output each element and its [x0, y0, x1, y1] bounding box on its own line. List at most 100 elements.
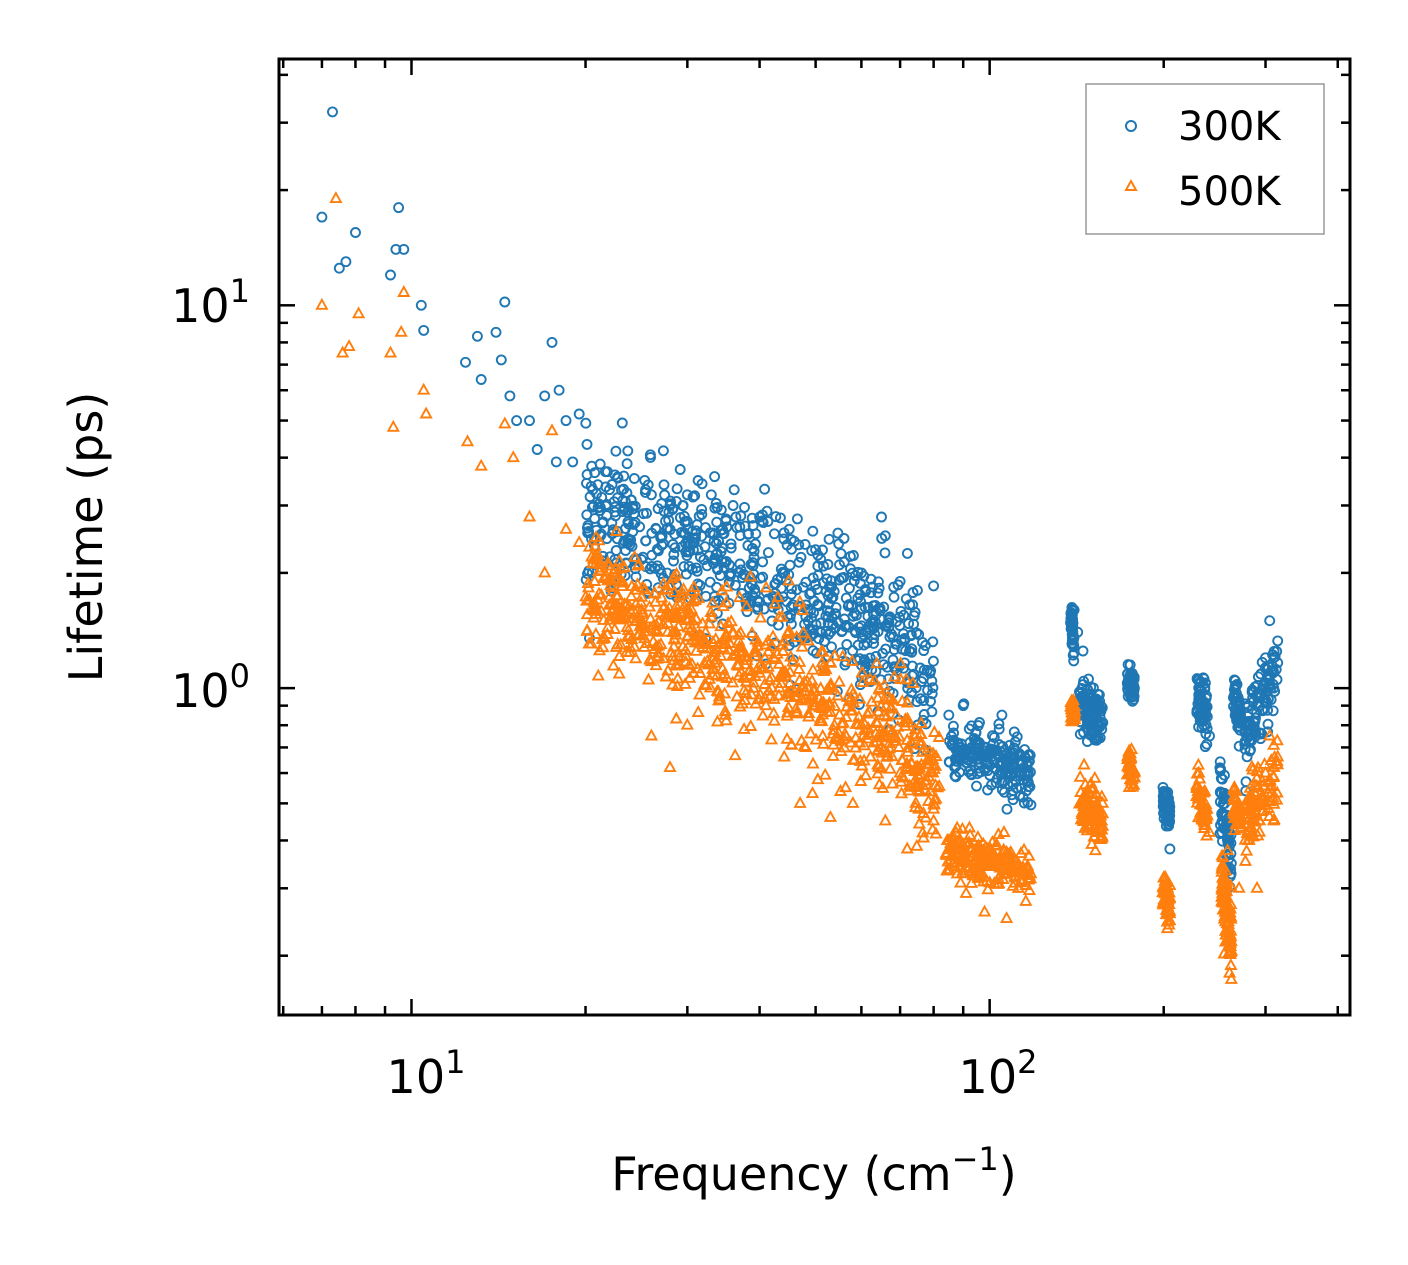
point-300k — [927, 682, 939, 694]
point-300k — [859, 656, 871, 668]
point-300k — [671, 483, 683, 495]
point-300k — [657, 572, 669, 584]
point-500k — [806, 756, 820, 769]
point-500k — [1238, 798, 1252, 810]
point-500k — [782, 573, 796, 586]
point-300k — [460, 356, 471, 368]
point-500k — [1249, 786, 1263, 799]
point-500k — [880, 709, 894, 722]
point-300k — [835, 548, 847, 560]
point-500k — [1095, 789, 1109, 802]
point-500k — [902, 783, 916, 796]
point-300k — [1008, 751, 1020, 763]
point-500k — [1190, 779, 1204, 792]
point-300k — [886, 628, 897, 640]
point-500k — [1081, 801, 1095, 814]
point-500k — [1238, 801, 1252, 813]
point-500k — [654, 637, 668, 649]
point-500k — [649, 658, 663, 671]
point-300k — [553, 384, 565, 396]
point-500k — [721, 616, 735, 628]
x-tick-label-10-2: 102 — [959, 1043, 1038, 1104]
point-500k — [735, 696, 750, 709]
point-500k — [1219, 923, 1233, 936]
point-500k — [753, 687, 767, 700]
point-300k — [621, 458, 633, 470]
point-500k — [893, 672, 908, 684]
point-500k — [805, 786, 820, 799]
legend-marker-500k — [1124, 178, 1138, 191]
point-500k — [1224, 909, 1238, 922]
point-300k — [826, 592, 838, 604]
point-500k — [784, 684, 798, 697]
point-500k — [1088, 770, 1102, 783]
point-500k — [738, 657, 752, 670]
point-500k — [1091, 811, 1105, 823]
point-500k — [506, 450, 520, 463]
point-500k — [612, 649, 627, 661]
point-300k — [1122, 691, 1134, 702]
point-300k — [1231, 700, 1243, 712]
point-500k — [329, 191, 343, 204]
point-300k — [678, 510, 690, 522]
point-300k — [1230, 681, 1242, 693]
point-300k — [589, 467, 601, 479]
legend: 300K 500K — [1085, 83, 1325, 235]
point-300k — [393, 202, 405, 214]
point-500k — [970, 860, 984, 872]
point-300k — [742, 540, 754, 551]
point-500k — [613, 573, 628, 586]
point-500k — [460, 434, 475, 447]
point-500k — [739, 599, 754, 612]
point-500k — [815, 655, 829, 668]
point-500k — [1067, 698, 1081, 711]
point-300k — [820, 625, 832, 637]
point-300k — [911, 696, 923, 708]
point-300k — [807, 645, 819, 657]
point-300k — [847, 610, 859, 622]
point-500k — [775, 637, 790, 650]
point-300k — [712, 564, 723, 576]
point-500k — [1248, 805, 1263, 818]
point-300k — [973, 759, 985, 771]
point-500k — [894, 774, 908, 787]
point-500k — [730, 689, 744, 702]
point-500k — [983, 875, 997, 888]
point-500k — [827, 648, 842, 661]
point-300k — [770, 577, 782, 589]
point-500k — [621, 623, 635, 636]
point-500k — [807, 681, 821, 694]
point-500k — [767, 691, 781, 704]
point-300k — [1065, 607, 1077, 619]
point-500k — [538, 565, 552, 578]
point-300k — [714, 570, 726, 581]
point-500k — [1127, 765, 1142, 778]
point-300k — [678, 561, 690, 573]
point-500k — [893, 656, 908, 669]
point-300k — [539, 390, 551, 402]
point-500k — [1251, 760, 1265, 773]
point-500k — [419, 406, 433, 419]
point-500k — [758, 650, 772, 663]
point-500k — [637, 639, 651, 652]
point-500k — [739, 686, 753, 698]
point-500k — [1085, 836, 1099, 849]
point-500k — [572, 535, 586, 548]
point-300k — [843, 582, 855, 594]
point-500k — [621, 628, 635, 641]
point-300k — [550, 456, 562, 468]
point-300k — [947, 720, 959, 732]
point-500k — [580, 623, 594, 636]
point-500k — [767, 652, 782, 665]
point-500k — [700, 641, 714, 654]
point-300k — [982, 784, 994, 796]
point-500k — [926, 813, 941, 826]
point-500k — [351, 306, 366, 319]
point-500k — [1215, 859, 1229, 872]
point-300k — [618, 483, 630, 495]
point-500k — [964, 866, 978, 879]
point-300k — [729, 579, 741, 591]
point-300k — [873, 603, 885, 614]
point-500k — [848, 740, 863, 753]
point-300k — [747, 590, 758, 602]
